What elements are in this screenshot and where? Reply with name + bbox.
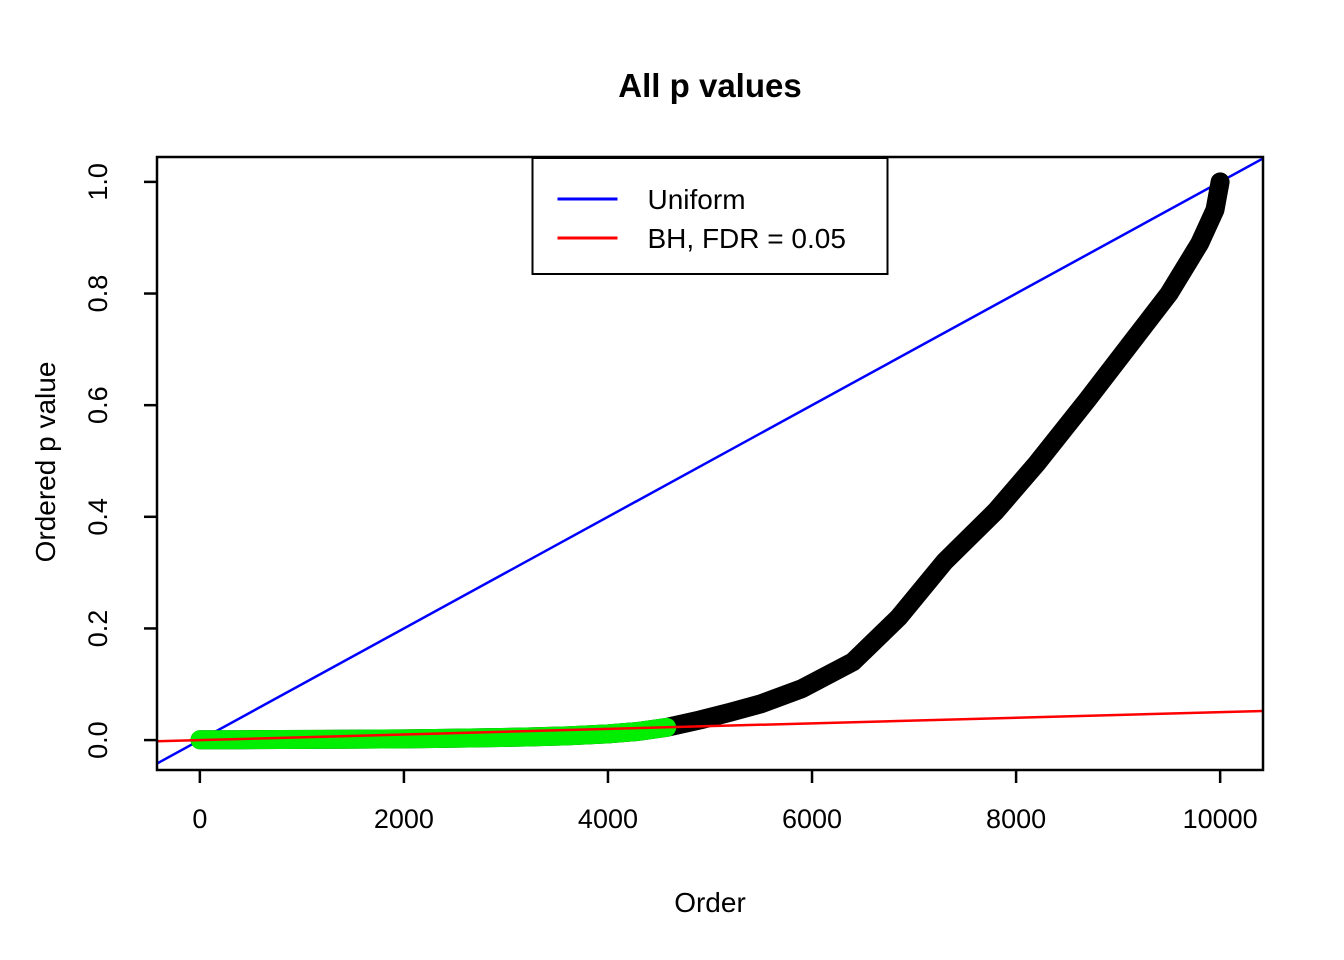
legend-layer: Uniform BH, FDR = 0.05 (531, 157, 889, 275)
y-axis-title: Ordered p value (30, 362, 61, 563)
bh-threshold-line (157, 709, 1263, 743)
x-tick-label: 0 (192, 804, 207, 834)
x-tick-label: 10000 (1183, 804, 1258, 834)
y-tick-label: 0.4 (83, 498, 113, 536)
axes-layer: 0 2000 4000 6000 8000 10000 0.0 0.2 0.4 0.6 0.8 1.0 (83, 163, 1258, 834)
plot-border-box (155, 155, 1265, 772)
chart-title: All p values (618, 67, 801, 104)
legend-box (531, 157, 889, 275)
significant-p-values-bh (190, 717, 677, 750)
y-tick-label: 0.8 (83, 275, 113, 313)
x-tick-label: 6000 (782, 804, 842, 834)
y-tick-label: 0.2 (83, 610, 113, 648)
x-tick-label: 8000 (986, 804, 1046, 834)
y-tick-label: 1.0 (83, 163, 113, 201)
y-tick-label: 0.6 (83, 386, 113, 424)
y-tick-label: 0.0 (83, 721, 113, 759)
legend-entry-label: Uniform (648, 184, 746, 215)
series-layer (157, 157, 1263, 765)
x-tick-label: 2000 (374, 804, 434, 834)
x-tick-label: 4000 (578, 804, 638, 834)
x-axis-title: Order (674, 887, 746, 918)
legend-entry-label: BH, FDR = 0.05 (648, 223, 846, 254)
uniform-reference-line (157, 157, 1263, 765)
